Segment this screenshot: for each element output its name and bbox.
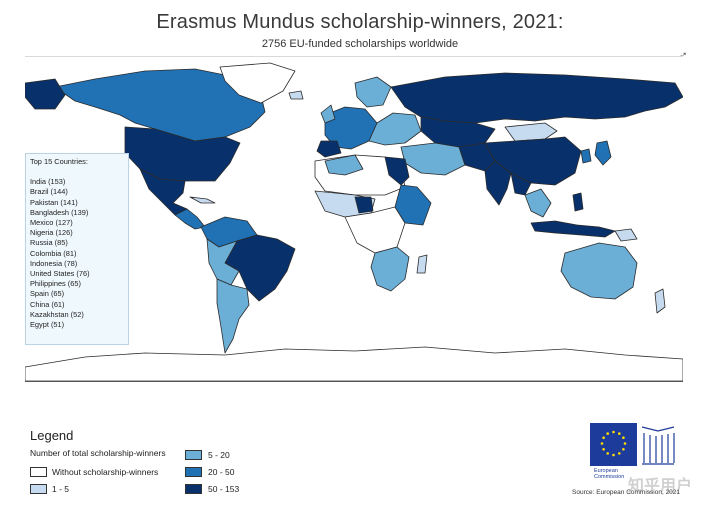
region-cuba bbox=[189, 196, 216, 204]
region-png bbox=[614, 228, 638, 242]
map-subtitle: 2756 EU-funded scholarships worldwide bbox=[261, 38, 459, 50]
top-15-item: Mexico (127) bbox=[30, 218, 73, 228]
region-australia bbox=[560, 242, 638, 300]
legend-swatch-50-153 bbox=[185, 484, 202, 494]
top-15-item: Spain (65) bbox=[30, 289, 65, 299]
commission-building-icon bbox=[641, 426, 675, 465]
european-commission-logo bbox=[590, 423, 637, 466]
map-title: Erasmus Mundus scholarship-winners, 2021… bbox=[156, 11, 564, 33]
region-india bbox=[484, 160, 512, 206]
top-15-item: India (153) bbox=[30, 177, 66, 187]
legend-swatch-5-20 bbox=[185, 450, 202, 460]
top-15-countries-box: Top 15 Countries: India (153) Brazil (14… bbox=[25, 153, 129, 345]
region-russia bbox=[390, 72, 683, 124]
top-15-item: Pakistan (141) bbox=[30, 197, 78, 207]
region-mexico bbox=[139, 168, 188, 216]
watermark: 知乎用户 bbox=[628, 478, 693, 495]
top-15-item: Egypt (51) bbox=[30, 320, 65, 330]
world-map-svg bbox=[25, 62, 683, 381]
top-15-item: China (61) bbox=[30, 299, 65, 309]
top-15-item: Philippines (65) bbox=[30, 279, 81, 289]
region-indonesia bbox=[530, 220, 616, 238]
legend-label-1-5: 1 - 5 bbox=[52, 484, 70, 494]
legend-label-20-50: 20 - 50 bbox=[208, 467, 235, 477]
top-15-item: Colombia (81) bbox=[30, 248, 77, 258]
region-philippines bbox=[572, 192, 584, 212]
region-europe-east bbox=[368, 112, 422, 146]
region-alaska bbox=[25, 78, 66, 110]
top-15-item: Nigeria (126) bbox=[30, 228, 73, 238]
region-southern-africa bbox=[370, 246, 410, 292]
top-15-item: United States (76) bbox=[30, 269, 90, 279]
legend: Legend Number of total scholarship-winne… bbox=[30, 428, 290, 458]
legend-label-5-20: 5 - 20 bbox=[208, 450, 230, 460]
legend-swatch-20-50 bbox=[185, 467, 202, 477]
region-uk bbox=[320, 104, 336, 124]
legend-label-none: Without scholarship-winners bbox=[52, 467, 159, 477]
region-antarctica bbox=[25, 346, 683, 381]
top-15-header: Top 15 Countries: bbox=[30, 157, 88, 166]
region-spain bbox=[316, 140, 342, 158]
region-scandinavia bbox=[354, 76, 392, 108]
top-15-item: Brazil (144) bbox=[30, 187, 68, 197]
region-nigeria bbox=[354, 196, 374, 214]
top-15-item: Bangladesh (139) bbox=[30, 207, 89, 217]
region-morocco-algeria bbox=[324, 154, 364, 176]
north-arrow-icon: ➶ bbox=[677, 48, 688, 64]
legend-swatch-none bbox=[30, 467, 47, 477]
legend-title: Legend bbox=[30, 428, 74, 443]
region-east-africa bbox=[394, 184, 432, 226]
top-15-item: Kazakhstan (52) bbox=[30, 309, 84, 319]
source-note: Source: European Commission, 2021 bbox=[572, 489, 681, 496]
region-peru-bolivia bbox=[206, 238, 240, 286]
eu-stars-icon bbox=[600, 430, 627, 457]
region-korea bbox=[580, 148, 592, 164]
region-central-africa bbox=[344, 206, 406, 254]
legend-swatch-1-5 bbox=[30, 484, 47, 494]
region-middle-east bbox=[400, 142, 466, 176]
top-15-item: Indonesia (78) bbox=[30, 258, 78, 268]
region-greenland bbox=[219, 62, 296, 104]
region-mongolia bbox=[504, 122, 558, 142]
region-argentina-chile bbox=[216, 278, 250, 354]
region-iceland bbox=[288, 90, 304, 100]
world-map bbox=[25, 56, 683, 382]
region-egypt bbox=[384, 156, 410, 186]
region-new-zealand bbox=[654, 288, 666, 314]
region-madagascar bbox=[416, 254, 428, 274]
region-japan bbox=[594, 140, 612, 166]
legend-subtitle: Number of total scholarship-winners bbox=[30, 448, 166, 458]
top-15-item: Russia (85) bbox=[30, 238, 68, 248]
region-southeast-asia bbox=[524, 188, 552, 218]
legend-label-50-153: 50 - 153 bbox=[208, 484, 240, 494]
eu-logo-caption: European Commission bbox=[594, 468, 625, 480]
